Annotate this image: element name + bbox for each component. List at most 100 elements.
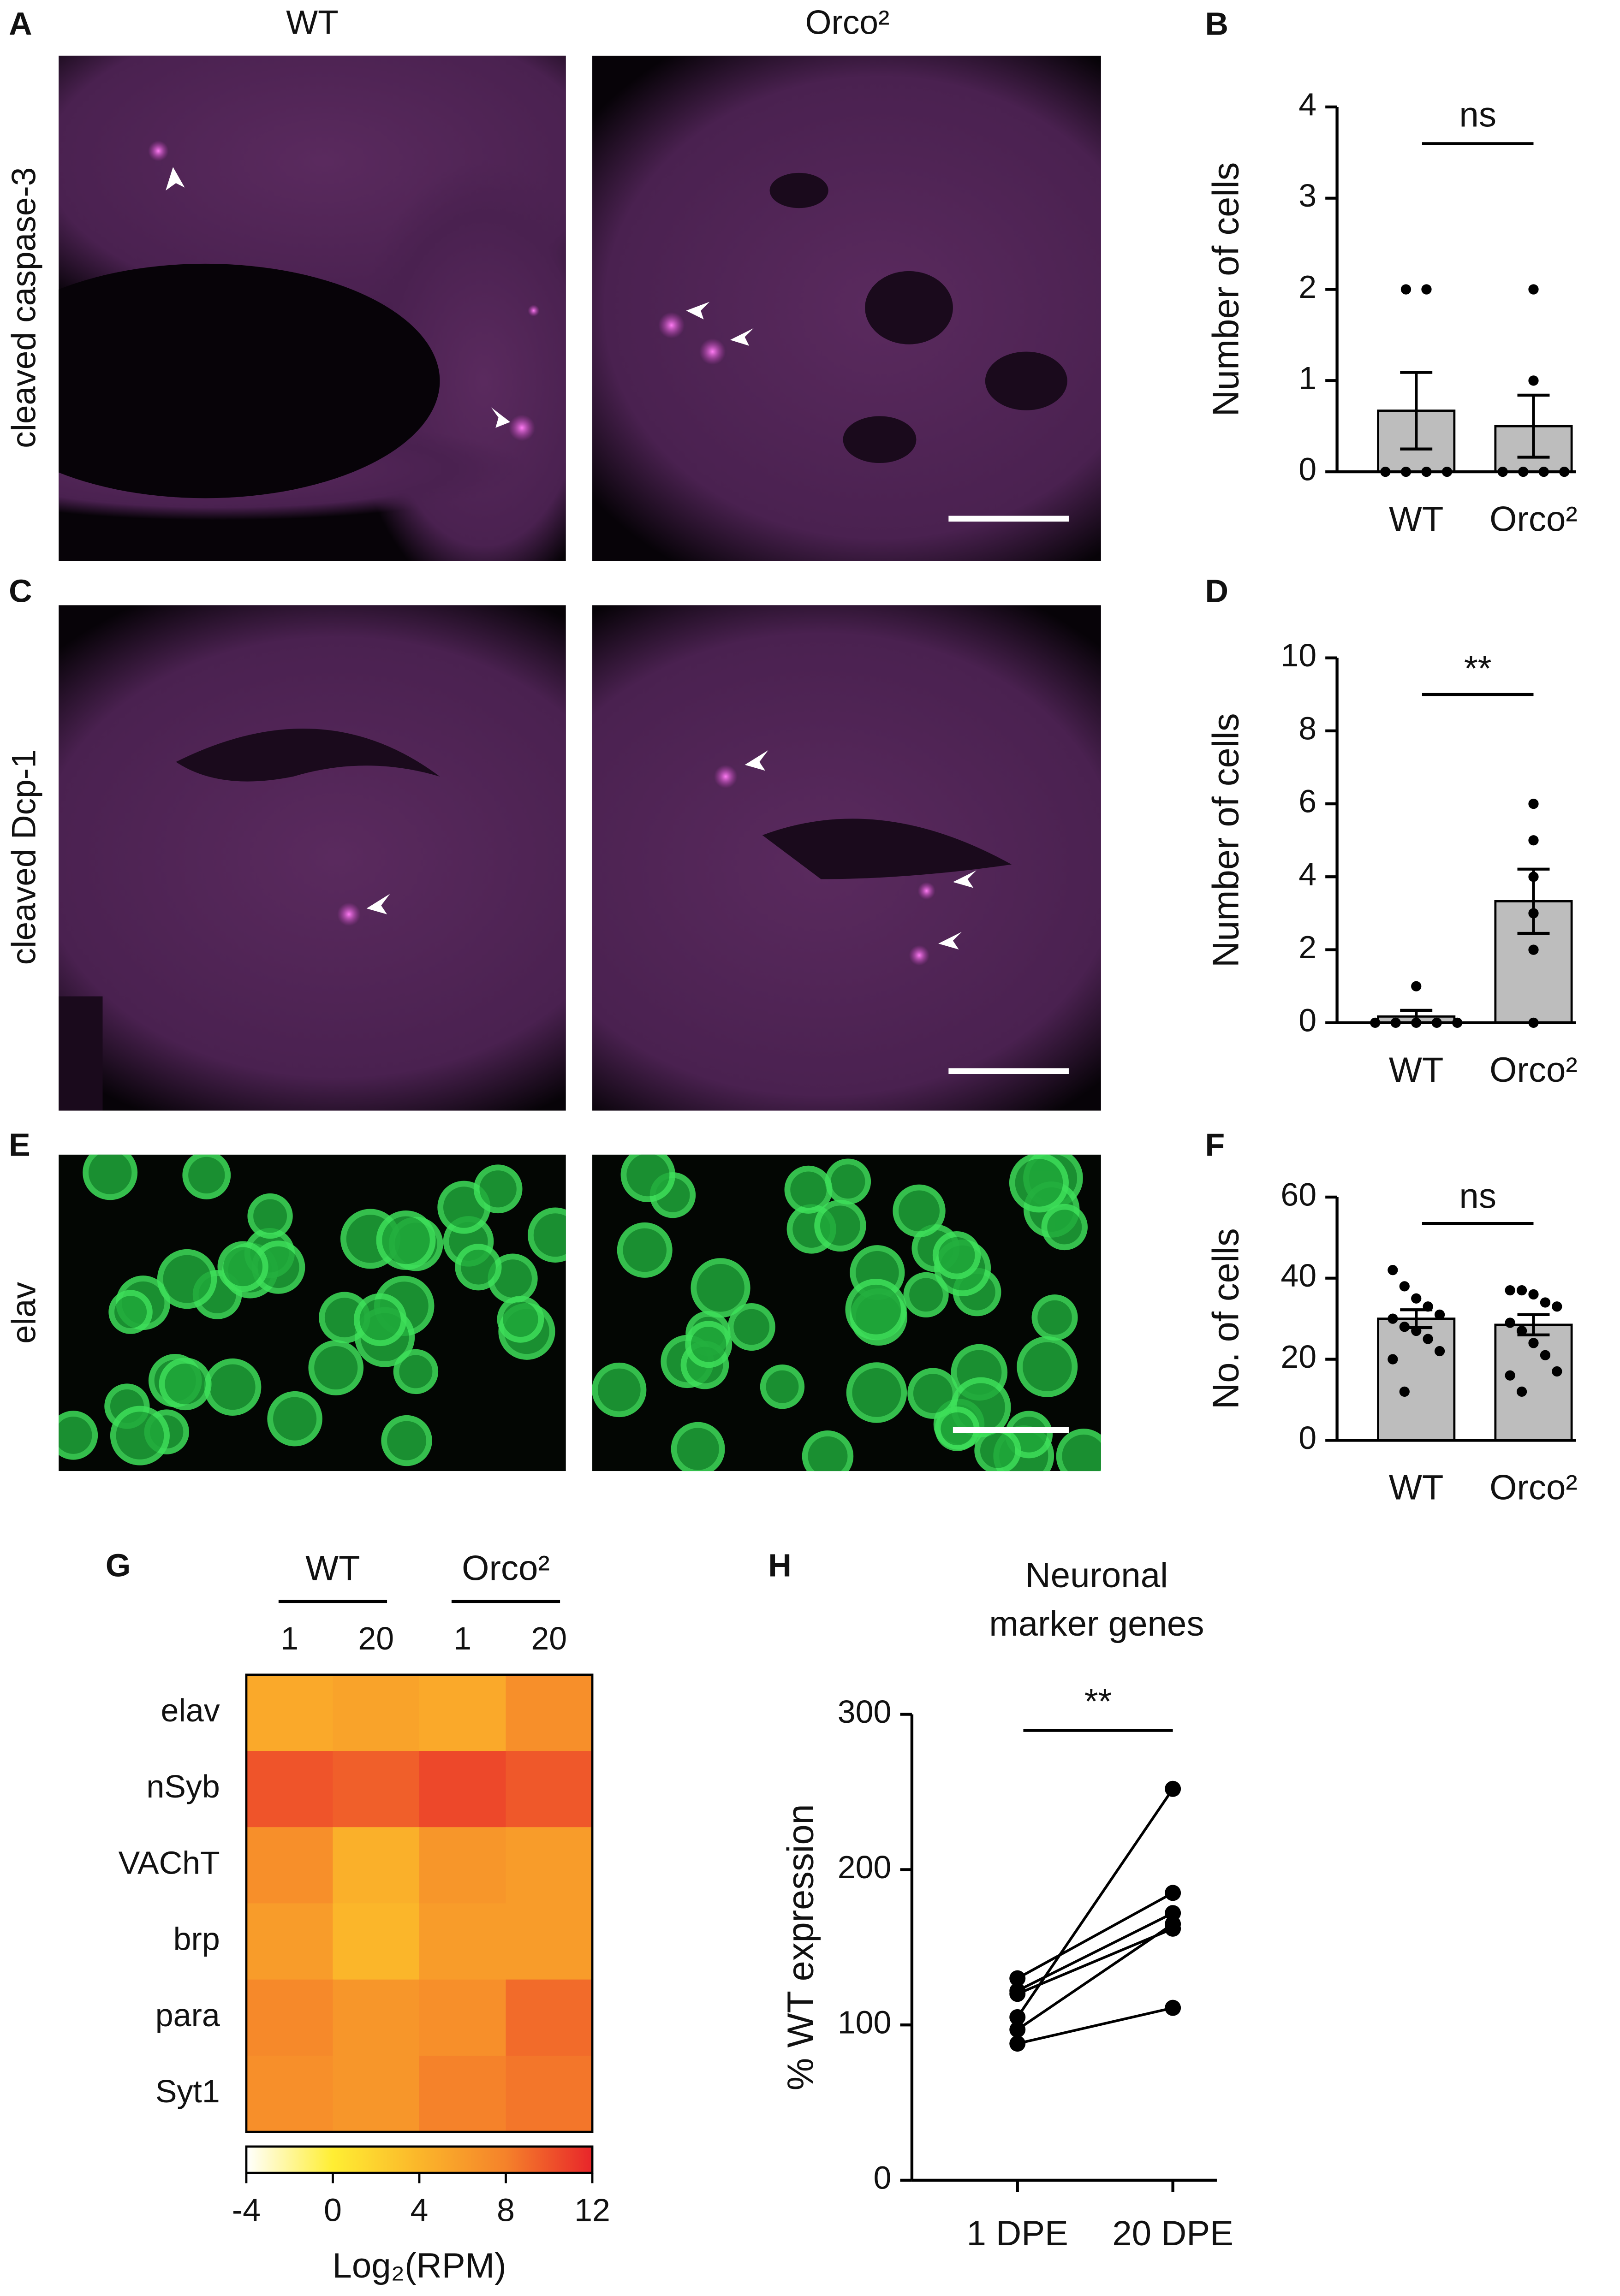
chart-title: marker genes bbox=[989, 1604, 1204, 1643]
data-point bbox=[1411, 981, 1422, 991]
panel-label: C bbox=[9, 573, 32, 609]
nucleus bbox=[691, 1258, 750, 1318]
heatmap-cell bbox=[333, 1751, 420, 1828]
nucleus bbox=[308, 1340, 364, 1395]
nucleus bbox=[974, 1427, 1021, 1471]
series-line bbox=[1017, 1927, 1173, 1995]
heatmap-border bbox=[245, 1673, 594, 2133]
nucleus bbox=[83, 1154, 138, 1200]
series-line bbox=[1016, 1788, 1174, 2018]
heatmap-cell bbox=[506, 1751, 593, 1828]
data-point bbox=[1528, 375, 1539, 386]
column-label: 1 bbox=[280, 1620, 298, 1656]
nucleus bbox=[353, 1293, 407, 1347]
panel-label: G bbox=[106, 1547, 131, 1583]
micrograph bbox=[59, 605, 566, 1111]
data-point bbox=[1009, 1970, 1026, 1987]
data-point bbox=[1540, 1350, 1551, 1360]
heatmap-cell bbox=[246, 1674, 334, 1752]
data-point bbox=[1528, 1338, 1539, 1348]
nucleus bbox=[932, 1231, 981, 1280]
micrograph bbox=[592, 1154, 1101, 1471]
colorbar-tick-label: 12 bbox=[574, 2192, 610, 2228]
data-point bbox=[1516, 1325, 1527, 1336]
series-line bbox=[1017, 1892, 1174, 1980]
data-point bbox=[1423, 1334, 1433, 1344]
y-tick-label: 6 bbox=[1298, 783, 1316, 819]
heatmap-cell bbox=[246, 1827, 334, 1904]
nucleus bbox=[497, 1296, 544, 1343]
y-tick-label: 2 bbox=[1298, 929, 1316, 965]
data-point bbox=[1516, 1386, 1527, 1397]
series-line bbox=[1017, 1922, 1174, 2031]
error-bar bbox=[1517, 393, 1550, 459]
heatmap-cell bbox=[246, 1903, 334, 1981]
row-label: nSyb bbox=[146, 1768, 220, 1804]
annotation: ns bbox=[1459, 1176, 1496, 1216]
data-point bbox=[1165, 1780, 1181, 1797]
data-point bbox=[1423, 1301, 1433, 1312]
data-point bbox=[1388, 1265, 1398, 1276]
group-label: Orco² bbox=[462, 1548, 550, 1588]
nucleus bbox=[893, 1184, 946, 1237]
y-axis-label: No. of cells bbox=[1205, 1228, 1246, 1409]
data-point bbox=[1552, 1301, 1562, 1312]
data-point bbox=[1009, 2035, 1026, 2052]
heatmap-cell bbox=[246, 1979, 334, 2057]
heatmap-cell bbox=[246, 2055, 334, 2133]
nucleus bbox=[473, 1164, 523, 1214]
bar bbox=[1377, 1317, 1456, 1442]
y-axis-label: Number of cells bbox=[1205, 162, 1246, 417]
data-point bbox=[1009, 2009, 1026, 2025]
x-tick-label: 20 DPE bbox=[1112, 2214, 1233, 2253]
colorbar-label: Log₂(RPM) bbox=[332, 2246, 506, 2285]
column-label: 20 bbox=[358, 1620, 394, 1656]
nucleus bbox=[685, 1321, 733, 1368]
nucleus bbox=[217, 1241, 268, 1292]
nucleus bbox=[108, 1290, 153, 1334]
heatmap-cell bbox=[506, 1979, 593, 2057]
data-point bbox=[1388, 1354, 1398, 1365]
chart-title: Neuronal bbox=[1025, 1556, 1168, 1595]
row-label: elav bbox=[6, 1281, 43, 1344]
series-line bbox=[1017, 2006, 1173, 2045]
nucleus bbox=[1031, 1294, 1078, 1341]
y-axis-label: % WT expression bbox=[780, 1804, 821, 2090]
micrograph bbox=[59, 1154, 566, 1471]
data-point bbox=[1528, 799, 1539, 809]
y-tick-label: 4 bbox=[1298, 856, 1316, 892]
y-tick-label: 1 bbox=[1298, 360, 1316, 396]
data-point bbox=[1399, 1281, 1410, 1292]
column-header: WT bbox=[286, 4, 339, 41]
panel-label: E bbox=[9, 1127, 30, 1163]
x-tick-label: WT bbox=[1389, 1050, 1444, 1090]
row-label: elav bbox=[161, 1692, 220, 1728]
nucleus bbox=[393, 1349, 439, 1394]
heatmap-cell bbox=[333, 2055, 420, 2133]
x-tick-label: Orco² bbox=[1489, 1050, 1578, 1090]
nucleus bbox=[267, 1391, 322, 1447]
nucleus bbox=[802, 1430, 854, 1471]
nucleus bbox=[1017, 1336, 1078, 1397]
colorbar-tick-label: 4 bbox=[411, 2192, 429, 2228]
colorbar-tick-label: -4 bbox=[232, 2192, 261, 2228]
micrograph bbox=[592, 605, 1101, 1111]
nucleus bbox=[617, 1222, 673, 1278]
heatmap-cell bbox=[333, 1979, 420, 2057]
nucleus bbox=[376, 1210, 436, 1270]
data-point bbox=[1411, 1325, 1422, 1336]
y-tick-label: 0 bbox=[1298, 1002, 1316, 1038]
heatmap-cell bbox=[419, 1827, 507, 1904]
heatmap-cell bbox=[506, 1827, 593, 1904]
nucleus bbox=[825, 1158, 871, 1204]
colorbar-tick-label: 0 bbox=[324, 2192, 342, 2228]
heatmap-cell bbox=[333, 1674, 420, 1752]
heatmap-cell bbox=[419, 2055, 507, 2133]
data-point bbox=[1516, 1285, 1527, 1296]
nucleus bbox=[814, 1199, 866, 1252]
y-tick-label: 100 bbox=[838, 2005, 892, 2041]
annotation: ** bbox=[1464, 649, 1491, 688]
data-point bbox=[1505, 1285, 1515, 1296]
data-point bbox=[1540, 1297, 1551, 1308]
